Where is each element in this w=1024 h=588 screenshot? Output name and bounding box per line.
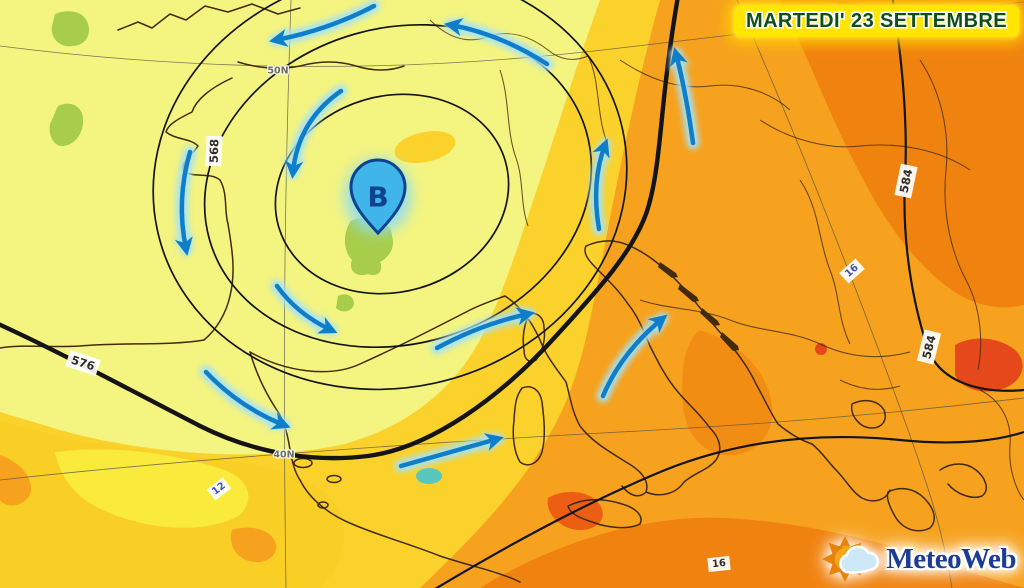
low-pressure-marker: B xyxy=(345,158,411,236)
geopotential-label-584-a: 584 xyxy=(897,168,916,194)
graticule-labels: 50N 40N xyxy=(266,64,296,461)
date-banner: MARTEDI' 23 SETTEMBRE xyxy=(734,5,1019,37)
latitude-label-40n: 40N xyxy=(273,450,294,461)
geopotential-label-584-b: 584 xyxy=(919,334,938,361)
temperature-label-16-a: 16 xyxy=(712,558,727,570)
sun-cloud-icon xyxy=(822,536,880,582)
date-banner-text: MARTEDI' 23 SETTEMBRE xyxy=(746,10,1007,32)
country-borders xyxy=(429,19,1024,501)
isoline-labels: 568 576 584 584 16 16 xyxy=(65,135,942,573)
geopotential-label-568: 568 xyxy=(207,139,222,163)
latitude-label-50n: 50N xyxy=(267,66,288,77)
meteoweb-logo-text: MeteoWeb xyxy=(886,542,1016,575)
meteoweb-logo: MeteoWeb xyxy=(822,532,1016,586)
low-pressure-symbol: B xyxy=(367,181,388,214)
